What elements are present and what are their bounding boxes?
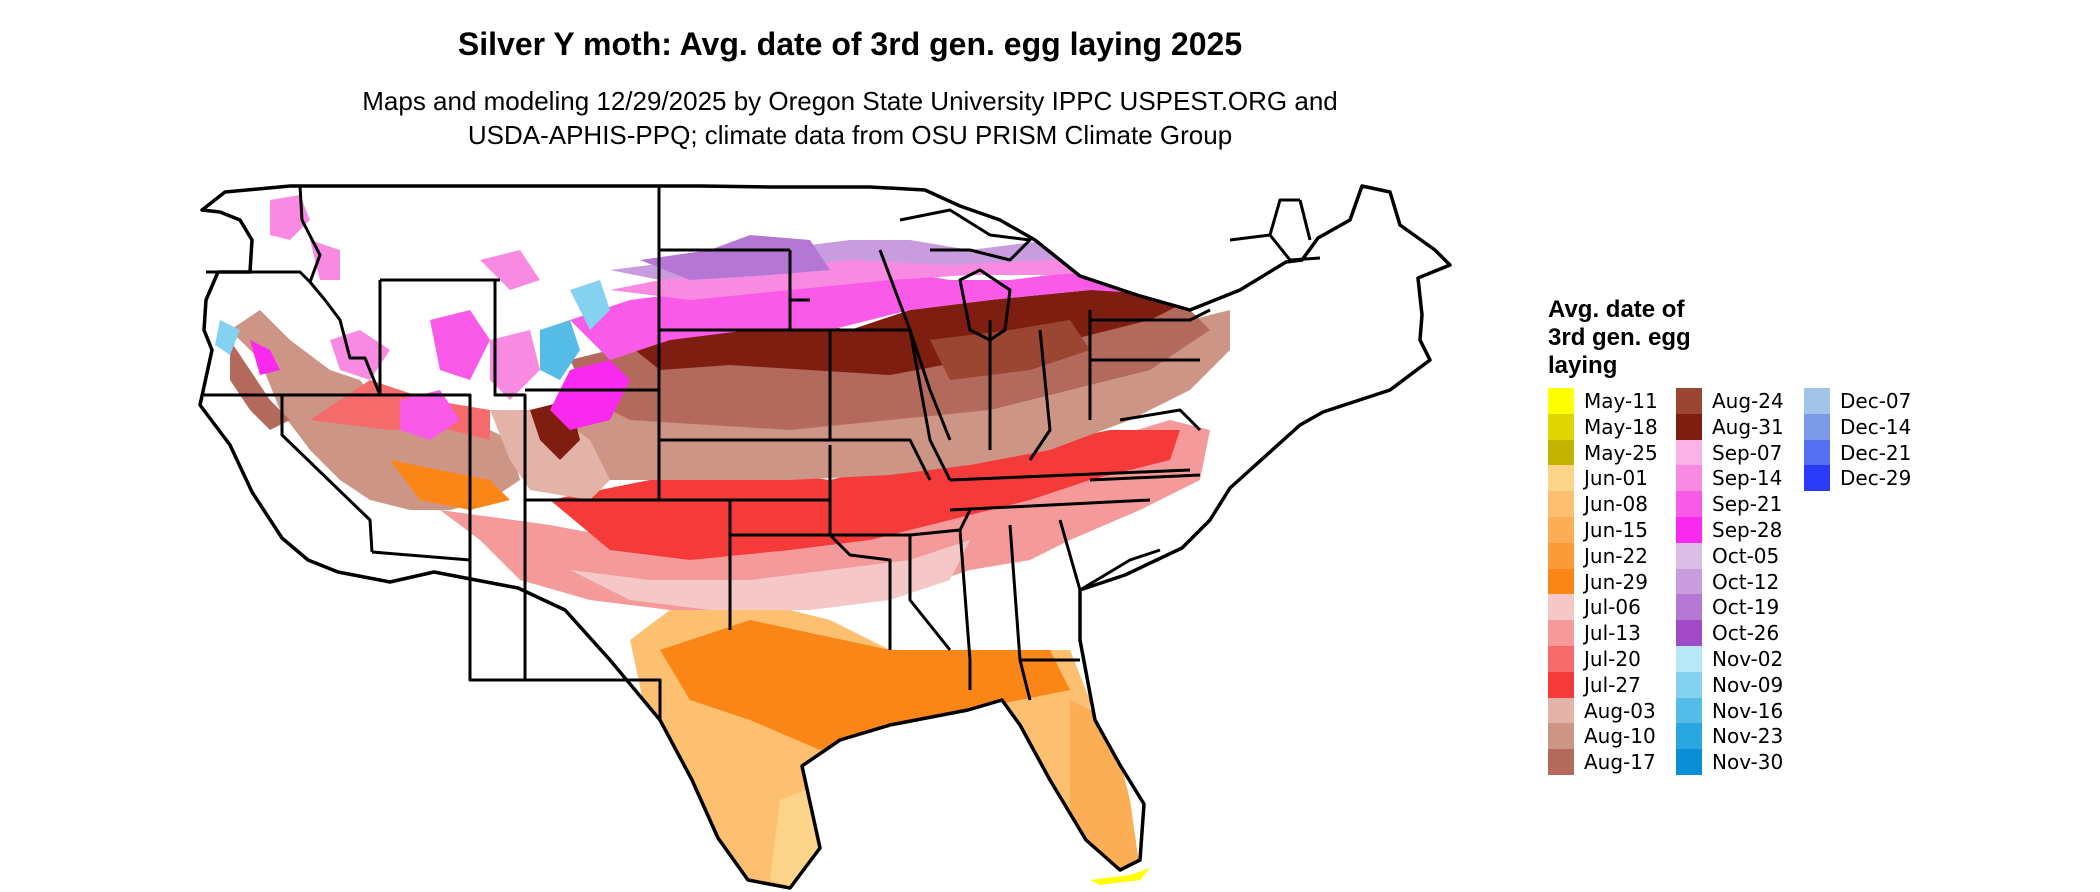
legend-label: Sep-14: [1712, 466, 1783, 491]
legend-label: Jun-22: [1584, 543, 1648, 568]
legend-swatch: [1548, 465, 1574, 492]
legend-label: Aug-31: [1712, 414, 1784, 439]
legend-label: Jun-01: [1584, 466, 1648, 491]
legend-swatch: [1676, 646, 1702, 672]
legend-swatch: [1548, 542, 1574, 569]
legend-swatch: [1676, 671, 1702, 698]
legend-title: Avg. date of 3rd gen. egg laying: [1548, 296, 1748, 380]
legend-label: May-25: [1584, 440, 1658, 465]
legend-swatch: [1804, 465, 1830, 492]
legend-swatch: [1548, 388, 1574, 414]
legend-swatch: [1548, 568, 1574, 595]
legend-label: Sep-28: [1712, 518, 1783, 542]
legend-label: Oct-26: [1712, 621, 1780, 646]
legend-label: Sep-07: [1712, 440, 1783, 465]
legend-swatch: [1804, 413, 1830, 440]
legend-label: Jul-13: [1584, 621, 1641, 646]
legend-swatch: [1676, 491, 1702, 518]
legend-swatch: [1676, 388, 1702, 414]
legend-swatch: [1548, 697, 1574, 724]
legend-label: Oct-12: [1712, 569, 1780, 594]
legend-swatch: [1676, 465, 1702, 492]
legend-swatch: [1548, 439, 1574, 466]
legend-swatch: [1676, 620, 1702, 647]
legend-label: Aug-24: [1712, 389, 1784, 413]
legend-label: Dec-07: [1840, 389, 1912, 413]
legend-swatch: [1804, 439, 1830, 466]
legend-swatch: [1676, 413, 1702, 440]
legend-swatch: [1676, 568, 1702, 595]
legend-label: Sep-21: [1712, 492, 1783, 517]
legend-swatch: [1548, 491, 1574, 518]
legend-swatch: [1548, 594, 1574, 621]
legend-label: Nov-16: [1712, 698, 1784, 723]
legend-swatch: [1676, 517, 1702, 543]
us-map: [198, 184, 1452, 890]
state-borders: [204, 185, 1321, 720]
map-title: Silver Y moth: Avg. date of 3rd gen. egg…: [457, 26, 1243, 62]
legend-label: May-18: [1584, 414, 1658, 439]
legend-label: Jul-06: [1584, 595, 1641, 620]
legend-label: Dec-14: [1840, 414, 1912, 439]
legend-swatch: [1676, 594, 1702, 621]
legend-swatch: [1548, 749, 1574, 776]
legend-label: Nov-09: [1712, 672, 1784, 697]
legend-swatch: [1676, 749, 1702, 776]
legend-label: Aug-17: [1584, 750, 1656, 775]
subtitle-line-2: USDA-APHIS-PPQ; climate data from OSU PR…: [467, 120, 1233, 150]
legend-label: Jun-15: [1584, 518, 1648, 542]
legend-label: Nov-23: [1712, 724, 1784, 749]
florida-keys: [1090, 868, 1150, 885]
legend-title-line-1: Avg. date of: [1548, 296, 1685, 323]
legend-swatch: [1676, 697, 1702, 724]
legend-title-line-3: laying: [1548, 352, 1618, 379]
subtitle-line-1: Maps and modeling 12/29/2025 by Oregon S…: [362, 86, 1338, 116]
legend-swatch: [1676, 542, 1702, 569]
legend-label: Nov-02: [1712, 647, 1784, 671]
legend-label: Aug-03: [1584, 698, 1656, 723]
legend-swatch: [1548, 723, 1574, 750]
map-subtitle: Maps and modeling 12/29/2025 by Oregon S…: [140, 84, 1560, 152]
legend-label: Jul-27: [1584, 672, 1641, 697]
legend-label: Oct-19: [1712, 595, 1780, 620]
legend-label: Jun-29: [1584, 569, 1648, 594]
legend-label: Dec-21: [1840, 440, 1912, 465]
legend-label: Jul-20: [1584, 647, 1641, 671]
legend-label: May-11: [1584, 389, 1658, 413]
legend-title-line-2: 3rd gen. egg: [1548, 324, 1691, 351]
legend-label: Jun-08: [1584, 492, 1648, 517]
legend-swatch: [1548, 413, 1574, 440]
legend-label: Oct-05: [1712, 543, 1780, 568]
legend-label: Aug-10: [1584, 724, 1656, 749]
legend-label: Dec-29: [1840, 466, 1912, 491]
legend-swatch: [1548, 646, 1574, 672]
legend-swatch: [1676, 439, 1702, 466]
us-outline: [198, 184, 1452, 890]
legend-label: Nov-30: [1712, 750, 1784, 775]
legend-swatch: [1676, 723, 1702, 750]
legend-swatch: [1548, 620, 1574, 647]
legend-swatch: [1548, 671, 1574, 698]
legend-swatch: [1548, 517, 1574, 543]
legend-swatch: [1804, 388, 1830, 414]
